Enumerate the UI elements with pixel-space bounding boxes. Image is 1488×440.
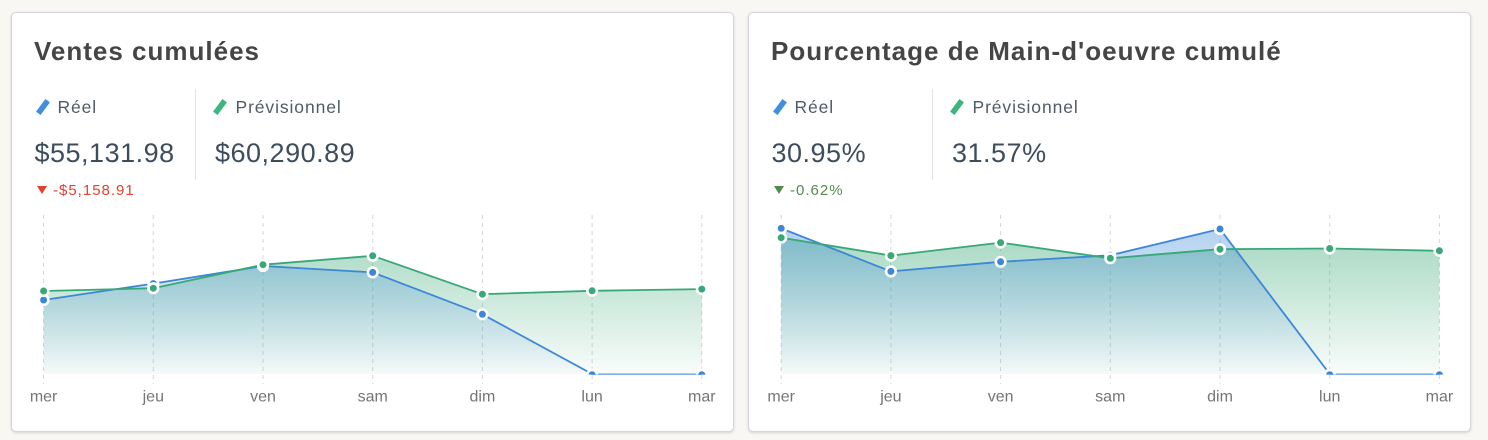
svg-text:sam: sam — [358, 389, 388, 406]
svg-text:jeu: jeu — [879, 389, 901, 406]
svg-text:mer: mer — [30, 389, 58, 406]
svg-text:jeu: jeu — [142, 389, 164, 406]
svg-text:mer: mer — [767, 389, 795, 406]
svg-text:ven: ven — [988, 389, 1014, 406]
svg-text:ven: ven — [250, 389, 276, 406]
svg-text:mar: mar — [1426, 389, 1454, 406]
svg-text:lun: lun — [1319, 389, 1340, 406]
svg-text:dim: dim — [470, 389, 496, 406]
svg-text:mar: mar — [688, 389, 716, 406]
svg-text:sam: sam — [1095, 389, 1125, 406]
svg-text:lun: lun — [581, 389, 602, 406]
svg-text:dim: dim — [1207, 389, 1233, 406]
